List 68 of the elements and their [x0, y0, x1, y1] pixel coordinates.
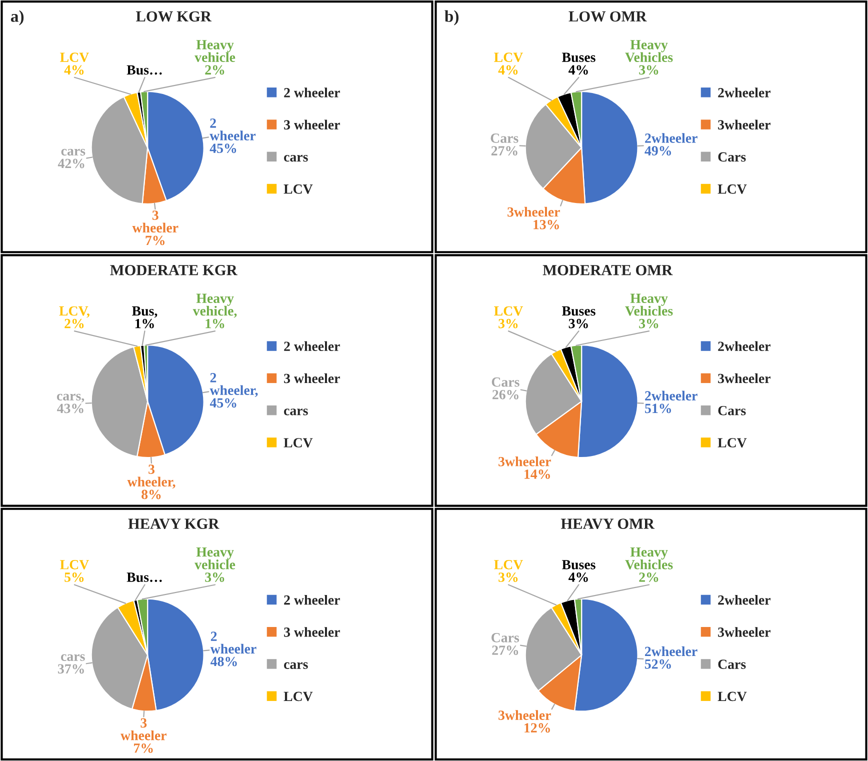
chart-title: MODERATE KGR — [110, 264, 238, 276]
data-label: 3wheeler 14% — [498, 456, 551, 479]
data-label: LCV, 2% — [59, 306, 90, 328]
data-label: Buses 4% — [562, 52, 596, 75]
legend-label: 2 wheeler — [284, 88, 340, 98]
data-label: LCV 3% — [494, 560, 523, 582]
data-label: Bus… — [126, 65, 162, 75]
data-label: 2 wheeler 48% — [210, 632, 256, 666]
legend-label: LCV — [284, 438, 313, 448]
data-label: 3wheeler 13% — [508, 206, 560, 230]
data-label: Cars 26% — [492, 377, 520, 400]
data-label: 2wheeler 49% — [644, 133, 698, 156]
data-label: 2 wheeler, 45% — [210, 373, 258, 408]
legend-label: Cars — [718, 152, 746, 162]
legend-label: LCV — [718, 438, 747, 448]
legend-label: LCV — [718, 184, 747, 194]
data-label: cars 42% — [58, 148, 86, 168]
chart-title: MODERATE OMR — [542, 264, 673, 276]
data-label: Buses 4% — [562, 560, 596, 582]
legend-label: cars — [284, 154, 308, 162]
legend-label: 2wheeler — [718, 88, 770, 98]
data-label: Cars 27% — [490, 134, 518, 156]
data-label: Heavy Vehicles 2% — [625, 547, 673, 582]
data-label: 2 wheeler 45% — [210, 118, 256, 154]
data-label: 3 wheeler 7% — [132, 210, 178, 246]
legend-label: cars — [284, 408, 308, 416]
chart-title: LOW OMR — [568, 11, 647, 22]
data-label: 2wheeler 51% — [645, 390, 698, 414]
legend-label: 3wheeler — [718, 627, 770, 637]
legend-label: 3 wheeler — [284, 120, 340, 130]
data-label: Buses 3% — [562, 306, 596, 328]
chart-title: HEAVY KGR — [128, 518, 220, 529]
chart-title: HEAVY OMR — [560, 518, 655, 529]
data-label: cars, 43% — [56, 394, 84, 414]
chart-title: LOW KGR — [136, 11, 212, 22]
data-label: LCV 4% — [494, 52, 523, 75]
text: b) — [444, 10, 459, 26]
legend-label: LCV — [284, 692, 313, 702]
legend-label: 3wheeler — [718, 120, 770, 130]
legend-label: 2 wheeler — [284, 341, 340, 352]
legend-label: cars — [284, 662, 308, 669]
legend-label: 2wheeler — [718, 594, 770, 605]
data-label: LCV 5% — [60, 560, 89, 582]
legend-label: 3wheeler — [718, 373, 770, 384]
data-label: LCV 4% — [60, 52, 89, 75]
data-label: Heavy vehicle 2% — [194, 40, 236, 75]
legend-label: 2 wheeler — [284, 594, 340, 605]
data-label: 3wheeler 12% — [498, 710, 551, 733]
data-label: cars 37% — [58, 654, 85, 674]
data-label: 2wheeler 52% — [644, 646, 698, 669]
data-label: Bus, 1% — [132, 306, 158, 328]
legend-label: LCV — [284, 184, 313, 194]
legend-label: Cars — [718, 660, 746, 669]
legend-label: LCV — [718, 692, 747, 702]
data-label: Heavy vehicle 3% — [194, 547, 236, 582]
data-label: Heavy Vehicles 3% — [625, 40, 673, 75]
legend-label: 3 wheeler — [284, 627, 340, 637]
data-label: 3 wheeler, 8% — [127, 464, 176, 500]
legend-label: Cars — [718, 406, 746, 416]
legend-label: 3 wheeler — [284, 373, 340, 384]
data-label: Heavy Vehicles 3% — [625, 294, 673, 328]
data-label: Cars 27% — [492, 633, 520, 655]
legend-label: 2wheeler — [718, 341, 770, 352]
data-label: Bus… — [126, 572, 162, 582]
data-label: Heavy vehicle, 1% — [192, 294, 237, 328]
text: a) — [10, 10, 24, 26]
data-label: LCV 3% — [494, 306, 523, 328]
data-label: 3 wheeler 7% — [120, 718, 166, 753]
